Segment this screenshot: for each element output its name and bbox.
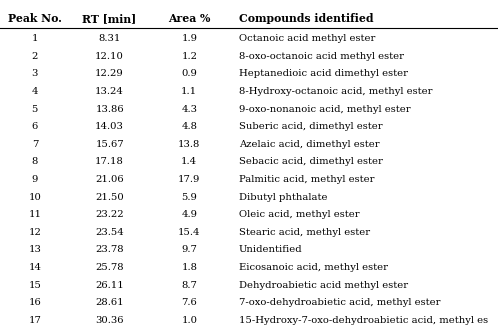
- Text: Suberic acid, dimethyl ester: Suberic acid, dimethyl ester: [239, 122, 382, 131]
- Text: 26.11: 26.11: [95, 281, 124, 290]
- Text: 8-Hydroxy-octanoic acid, methyl ester: 8-Hydroxy-octanoic acid, methyl ester: [239, 87, 433, 96]
- Text: 7.6: 7.6: [181, 298, 197, 307]
- Text: 12.10: 12.10: [95, 52, 124, 61]
- Text: 1.2: 1.2: [181, 52, 197, 61]
- Text: 1.0: 1.0: [181, 316, 197, 325]
- Text: 8.31: 8.31: [99, 34, 121, 43]
- Text: Oleic acid, methyl ester: Oleic acid, methyl ester: [239, 210, 360, 219]
- Text: 23.22: 23.22: [95, 210, 124, 219]
- Text: 8-oxo-octanoic acid methyl ester: 8-oxo-octanoic acid methyl ester: [239, 52, 404, 61]
- Text: 1.1: 1.1: [181, 87, 197, 96]
- Text: 12: 12: [28, 228, 41, 237]
- Text: 6: 6: [32, 122, 38, 131]
- Text: 4.9: 4.9: [181, 210, 197, 219]
- Text: Unidentified: Unidentified: [239, 245, 303, 254]
- Text: 13.24: 13.24: [95, 87, 124, 96]
- Text: 11: 11: [28, 210, 41, 219]
- Text: 16: 16: [28, 298, 41, 307]
- Text: 12.29: 12.29: [95, 69, 124, 78]
- Text: 4.8: 4.8: [181, 122, 197, 131]
- Text: Compounds identified: Compounds identified: [239, 13, 374, 24]
- Text: 10: 10: [28, 193, 41, 202]
- Text: Azelaic acid, dimethyl ester: Azelaic acid, dimethyl ester: [239, 140, 379, 149]
- Text: 13.8: 13.8: [178, 140, 200, 149]
- Text: 1.4: 1.4: [181, 157, 197, 166]
- Text: 15.67: 15.67: [95, 140, 124, 149]
- Text: 9.7: 9.7: [181, 245, 197, 254]
- Text: 21.50: 21.50: [95, 193, 124, 202]
- Text: 4: 4: [31, 87, 38, 96]
- Text: 5.9: 5.9: [181, 193, 197, 202]
- Text: 15.4: 15.4: [178, 228, 201, 237]
- Text: 15: 15: [28, 281, 41, 290]
- Text: 4.3: 4.3: [181, 105, 197, 114]
- Text: 8.7: 8.7: [181, 281, 197, 290]
- Text: Dehydroabietic acid methyl ester: Dehydroabietic acid methyl ester: [239, 281, 408, 290]
- Text: Peak No.: Peak No.: [8, 13, 62, 24]
- Text: 5: 5: [32, 105, 38, 114]
- Text: 14.03: 14.03: [95, 122, 124, 131]
- Text: 9-oxo-nonanoic acid, methyl ester: 9-oxo-nonanoic acid, methyl ester: [239, 105, 411, 114]
- Text: Eicosanoic acid, methyl ester: Eicosanoic acid, methyl ester: [239, 263, 388, 272]
- Text: 15-Hydroxy-7-oxo-dehydroabietic acid, methyl es: 15-Hydroxy-7-oxo-dehydroabietic acid, me…: [239, 316, 488, 325]
- Text: 25.78: 25.78: [95, 263, 124, 272]
- Text: 3: 3: [32, 69, 38, 78]
- Text: Octanoic acid methyl ester: Octanoic acid methyl ester: [239, 34, 375, 43]
- Text: 9: 9: [32, 175, 38, 184]
- Text: 21.06: 21.06: [95, 175, 124, 184]
- Text: 17.18: 17.18: [95, 157, 124, 166]
- Text: 1.9: 1.9: [181, 34, 197, 43]
- Text: 0.9: 0.9: [181, 69, 197, 78]
- Text: 7-oxo-dehydroabietic acid, methyl ester: 7-oxo-dehydroabietic acid, methyl ester: [239, 298, 441, 307]
- Text: Stearic acid, methyl ester: Stearic acid, methyl ester: [239, 228, 370, 237]
- Text: 23.78: 23.78: [95, 245, 124, 254]
- Text: 7: 7: [32, 140, 38, 149]
- Text: 13: 13: [28, 245, 41, 254]
- Text: RT [min]: RT [min]: [83, 13, 136, 24]
- Text: Dibutyl phthalate: Dibutyl phthalate: [239, 193, 328, 202]
- Text: 17.9: 17.9: [178, 175, 200, 184]
- Text: Heptanedioic acid dimethyl ester: Heptanedioic acid dimethyl ester: [239, 69, 408, 78]
- Text: 28.61: 28.61: [95, 298, 124, 307]
- Text: 17: 17: [28, 316, 41, 325]
- Text: 1.8: 1.8: [181, 263, 197, 272]
- Text: 14: 14: [28, 263, 41, 272]
- Text: 1: 1: [31, 34, 38, 43]
- Text: 2: 2: [32, 52, 38, 61]
- Text: 23.54: 23.54: [95, 228, 124, 237]
- Text: Palmitic acid, methyl ester: Palmitic acid, methyl ester: [239, 175, 374, 184]
- Text: 30.36: 30.36: [95, 316, 124, 325]
- Text: 13.86: 13.86: [95, 105, 124, 114]
- Text: Sebacic acid, dimethyl ester: Sebacic acid, dimethyl ester: [239, 157, 383, 166]
- Text: Area %: Area %: [168, 13, 211, 24]
- Text: 8: 8: [32, 157, 38, 166]
